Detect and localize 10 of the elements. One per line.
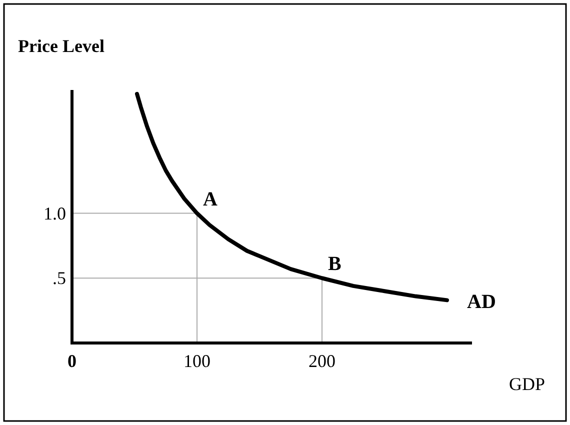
y-axis-title: Price Level: [18, 36, 104, 56]
annotation: A: [203, 188, 218, 210]
x-axis-title: GDP: [508, 374, 545, 394]
series-label: AD: [467, 291, 496, 314]
x-tick-label: 100: [184, 351, 210, 371]
x-tick-label: 0: [68, 351, 76, 371]
annotation: B: [328, 253, 342, 276]
y-tick-label: .5: [52, 268, 66, 288]
y-tick-label: 1.0: [44, 203, 66, 224]
x-tick-label: 200: [308, 351, 336, 371]
